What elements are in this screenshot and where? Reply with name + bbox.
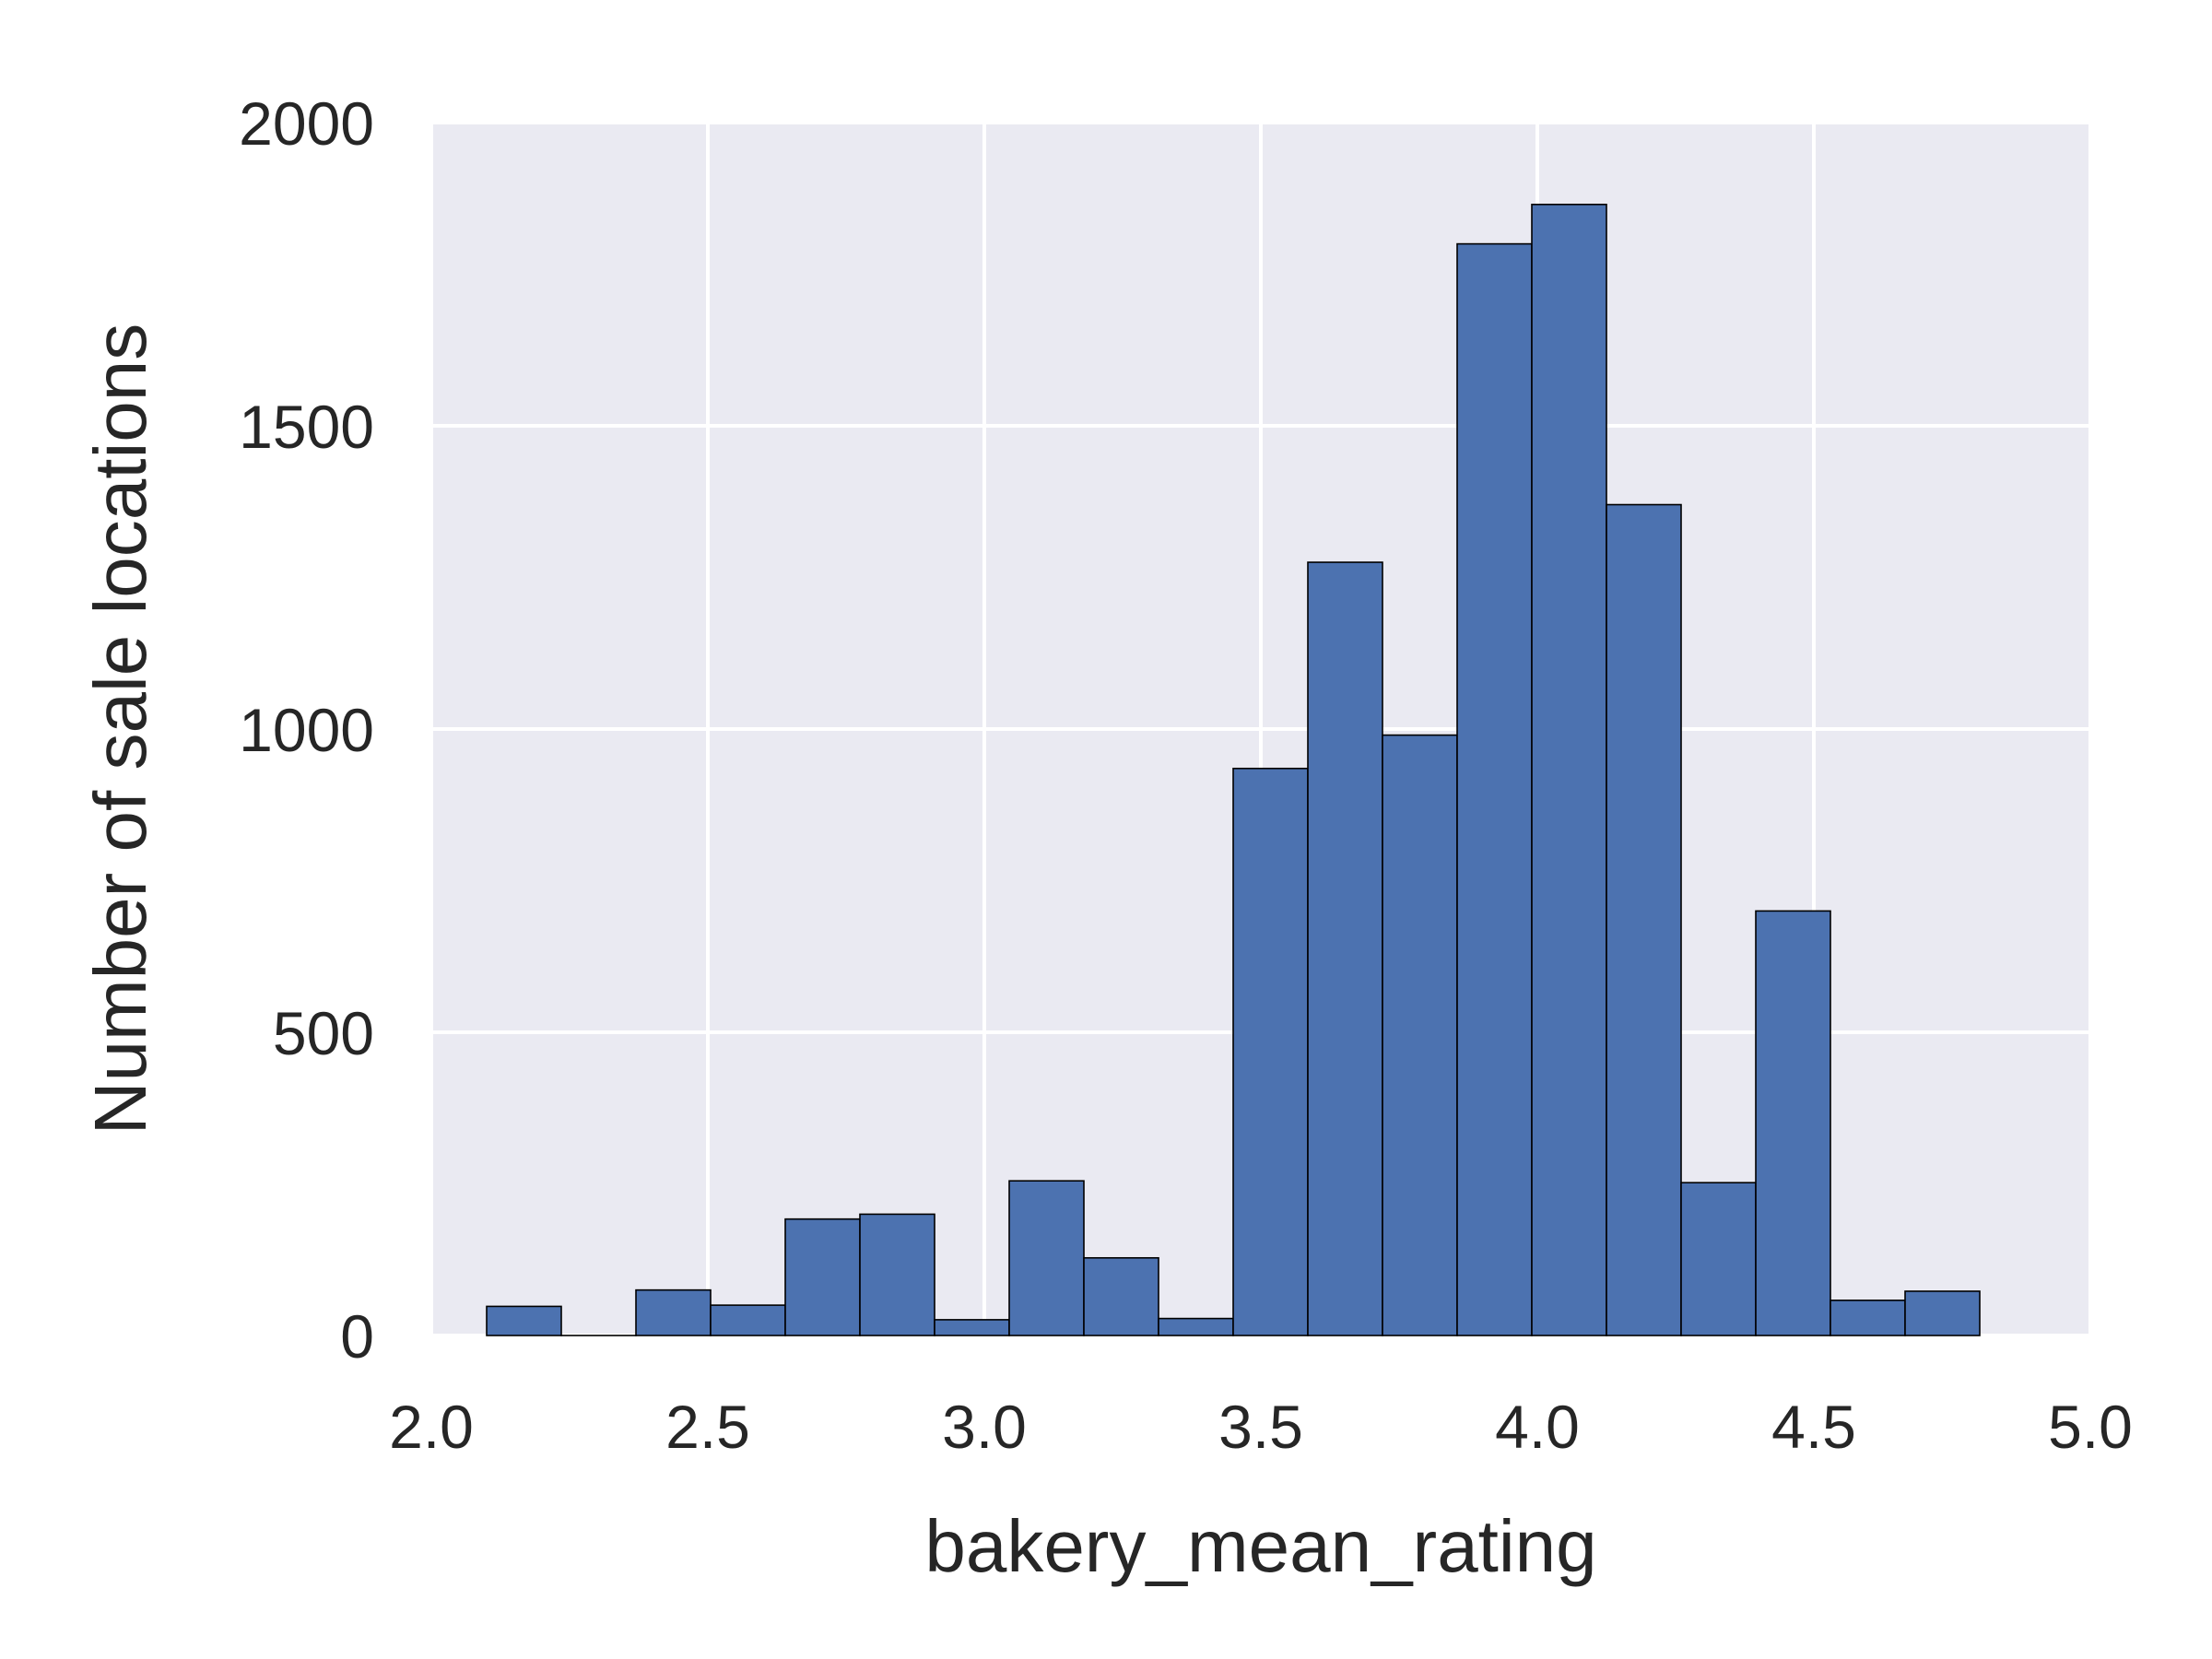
x-tick-label: 5.0 [2048, 1393, 2133, 1461]
histogram-bar [1307, 561, 1383, 1336]
x-tick-label: 4.5 [1771, 1393, 1856, 1461]
y-tick-labels: 0 500 1000 1500 2000 [239, 89, 374, 1371]
histogram-bar [859, 1213, 935, 1336]
x-tick-label: 4.0 [1495, 1393, 1580, 1461]
histogram-bar [1606, 503, 1682, 1336]
x-tick-label: 2.0 [389, 1393, 474, 1461]
histogram-bar [1382, 734, 1458, 1336]
histogram-bar [486, 1305, 562, 1336]
histogram-bar [1456, 242, 1533, 1336]
histogram-bars [486, 204, 1981, 1336]
x-tick-labels: 2.0 2.5 3.0 3.5 4.0 4.5 5.0 [389, 1393, 2133, 1461]
histogram-bar [1904, 1290, 1981, 1336]
x-tick-label: 3.5 [1218, 1393, 1303, 1461]
x-tick-label: 2.5 [665, 1393, 750, 1461]
x-axis-label: bakery_mean_rating [924, 1505, 1596, 1587]
histogram-bar [784, 1218, 861, 1336]
histogram-bar [934, 1319, 1010, 1336]
y-tick-label: 500 [273, 999, 374, 1067]
y-tick-label: 1500 [239, 393, 374, 461]
histogram-bar [710, 1304, 786, 1336]
y-tick-label: 1000 [239, 696, 374, 764]
y-tick-label: 2000 [239, 89, 374, 158]
histogram-bar [1008, 1180, 1085, 1336]
histogram-bar [1083, 1256, 1159, 1336]
histogram-bar [1531, 204, 1607, 1336]
x-tick-label: 3.0 [942, 1393, 1027, 1461]
histogram-bar [1830, 1300, 1906, 1336]
histogram-bar [1680, 1182, 1757, 1336]
histogram-bar [1755, 910, 1831, 1336]
histogram-bar [1158, 1317, 1234, 1336]
histogram-bar [1232, 767, 1309, 1336]
y-axis-label: Number of sale locations [79, 324, 161, 1135]
histogram-bar [635, 1288, 712, 1336]
y-tick-label: 0 [340, 1302, 374, 1371]
